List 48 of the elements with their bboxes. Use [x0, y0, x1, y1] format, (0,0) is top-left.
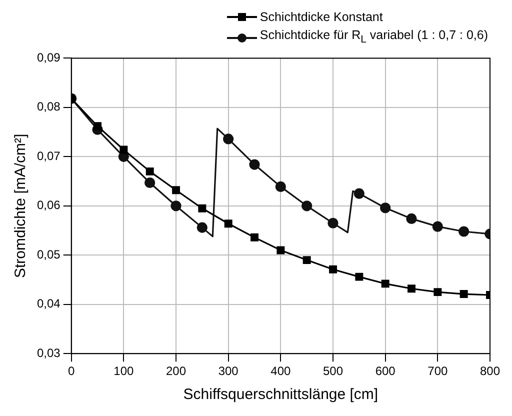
point: [328, 218, 338, 228]
point: [329, 265, 337, 274]
point: [302, 200, 312, 212]
x-tick-label: 100: [114, 364, 134, 378]
x-tick-label: 800: [480, 364, 500, 378]
x-tick-label: 200: [166, 364, 186, 378]
x-tick-label: 700: [428, 364, 448, 378]
y-axis-title: Stromdichte [mA/cm²]: [12, 134, 30, 278]
x-tick-label: 600: [375, 364, 396, 378]
y-tick-label: 0,03: [36, 346, 61, 360]
point: [302, 256, 311, 264]
point: [94, 122, 102, 130]
point: [406, 213, 417, 224]
point: [355, 272, 364, 281]
point: [196, 222, 208, 233]
legend-label: Schichtdicke Konstant: [260, 9, 383, 26]
y-tick-label: 0,07: [36, 148, 61, 163]
point: [458, 226, 470, 237]
point: [381, 280, 390, 288]
point: [223, 134, 234, 144]
x-tick-label: 0: [68, 364, 76, 378]
point: [249, 159, 260, 170]
point: [408, 284, 416, 293]
point: [250, 233, 258, 242]
y-tick-label: 0,09: [36, 50, 61, 65]
point: [354, 188, 364, 199]
y-tick-label: 0,08: [36, 100, 61, 114]
x-tick-label: 300: [218, 364, 239, 378]
legend-label: Schichtdicke für R$_{L}$ variabel (1 : 0,7 : 0,6): [260, 27, 488, 48]
point: [144, 177, 156, 188]
point: [460, 290, 468, 298]
x-axis-title: Schiffsquerschnittslänge [cm]: [183, 386, 378, 404]
point: [275, 181, 286, 192]
point: [224, 220, 232, 228]
y-tick-label: 0,04: [36, 296, 61, 311]
x-tick-label: 400: [270, 364, 292, 378]
y-tick-label: 0,05: [36, 247, 61, 262]
point: [198, 204, 206, 212]
point: [172, 186, 180, 194]
point: [276, 246, 285, 254]
y-tick-label: 0,06: [36, 198, 61, 212]
point: [432, 221, 443, 232]
point: [120, 146, 128, 154]
point: [380, 202, 391, 214]
point: [434, 288, 442, 296]
point: [146, 167, 154, 176]
point: [170, 200, 182, 212]
x-tick-label: 500: [322, 364, 344, 378]
